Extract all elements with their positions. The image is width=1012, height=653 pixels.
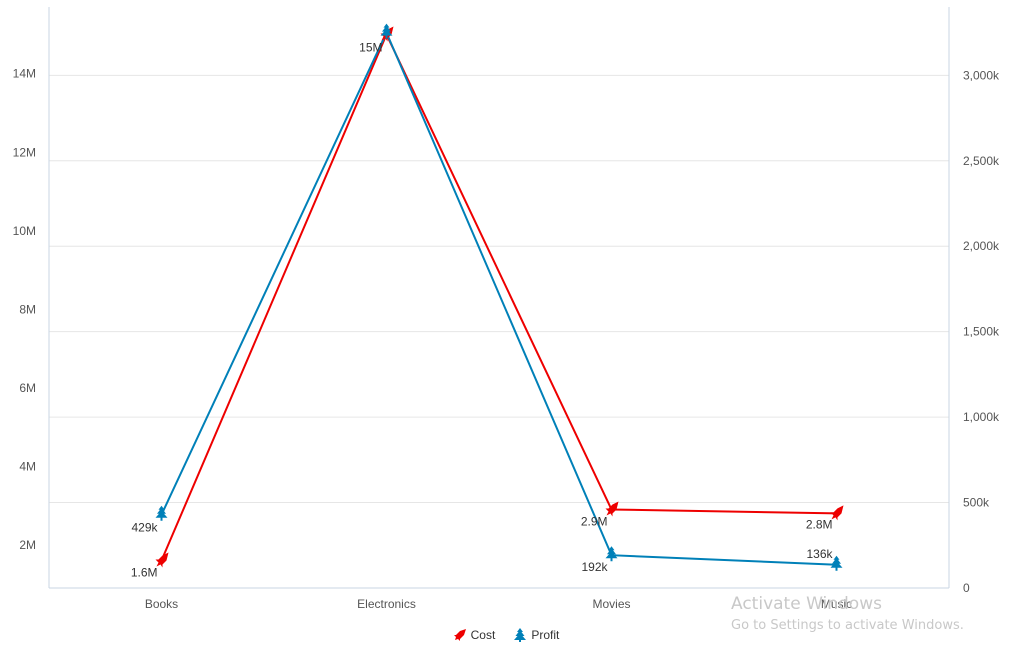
left-axis-tick: 12M: [13, 145, 36, 159]
tree-icon: [514, 628, 527, 642]
left-axis-tick: 6M: [19, 381, 36, 395]
legend: Cost Profit: [0, 628, 1012, 642]
rocket-icon[interactable]: [155, 552, 169, 568]
data-labels: 1.6M 15M 2.9M 2.8M 429k 192k 136k: [131, 40, 834, 579]
tree-icon[interactable]: [380, 23, 393, 39]
right-axis-tick: 0: [963, 581, 970, 595]
series-line-cost: [160, 32, 837, 561]
x-axis-label: Music: [821, 597, 852, 611]
data-label: 2.8M: [806, 517, 833, 531]
right-axis-tick: 1,000k: [963, 410, 1000, 424]
left-axis-tick: 8M: [19, 302, 36, 316]
x-axis-label: Electronics: [357, 597, 416, 611]
data-label: 136k: [806, 547, 833, 561]
left-axis-tick: 2M: [19, 538, 36, 552]
legend-item-profit[interactable]: Profit: [513, 628, 559, 642]
left-axis-tick: 4M: [19, 459, 36, 473]
data-label: 1.6M: [131, 566, 158, 580]
x-axis-label: Movies: [592, 597, 630, 611]
grid-lines: [49, 74, 949, 504]
right-axis-tick: 3,000k: [963, 68, 1000, 82]
data-label: 2.9M: [581, 514, 608, 528]
axes: 0 500k 1,000k 1,500k 2,000k 2,500k 3,000k 2M 4M 6…: [13, 7, 1000, 611]
left-axis-tick: 10M: [13, 224, 36, 238]
rocket-icon[interactable]: [830, 505, 844, 521]
data-label: 15M: [359, 40, 382, 54]
right-axis-tick: 2,000k: [963, 239, 1000, 253]
data-label: 192k: [581, 560, 608, 574]
legend-item-cost[interactable]: Cost: [453, 628, 496, 642]
legend-label: Cost: [470, 628, 496, 642]
tree-icon[interactable]: [605, 546, 618, 562]
tree-icon[interactable]: [155, 505, 168, 521]
series-lines: [160, 30, 837, 566]
x-axis-label: Books: [145, 597, 178, 611]
data-label: 429k: [131, 521, 158, 535]
rocket-icon: [453, 629, 466, 641]
right-axis-tick: 500k: [963, 496, 990, 510]
right-axis-tick: 2,500k: [963, 154, 1000, 168]
legend-label: Profit: [531, 628, 560, 642]
tree-icon[interactable]: [830, 555, 843, 571]
line-chart: 0 500k 1,000k 1,500k 2,000k 2,500k 3,000k 2M 4M 6…: [13, 7, 1000, 611]
series-line-profit: [160, 30, 837, 566]
series-markers: [155, 23, 844, 571]
right-axis-tick: 1,500k: [963, 325, 1000, 339]
rocket-icon[interactable]: [605, 501, 619, 517]
left-axis-tick: 14M: [13, 67, 36, 81]
